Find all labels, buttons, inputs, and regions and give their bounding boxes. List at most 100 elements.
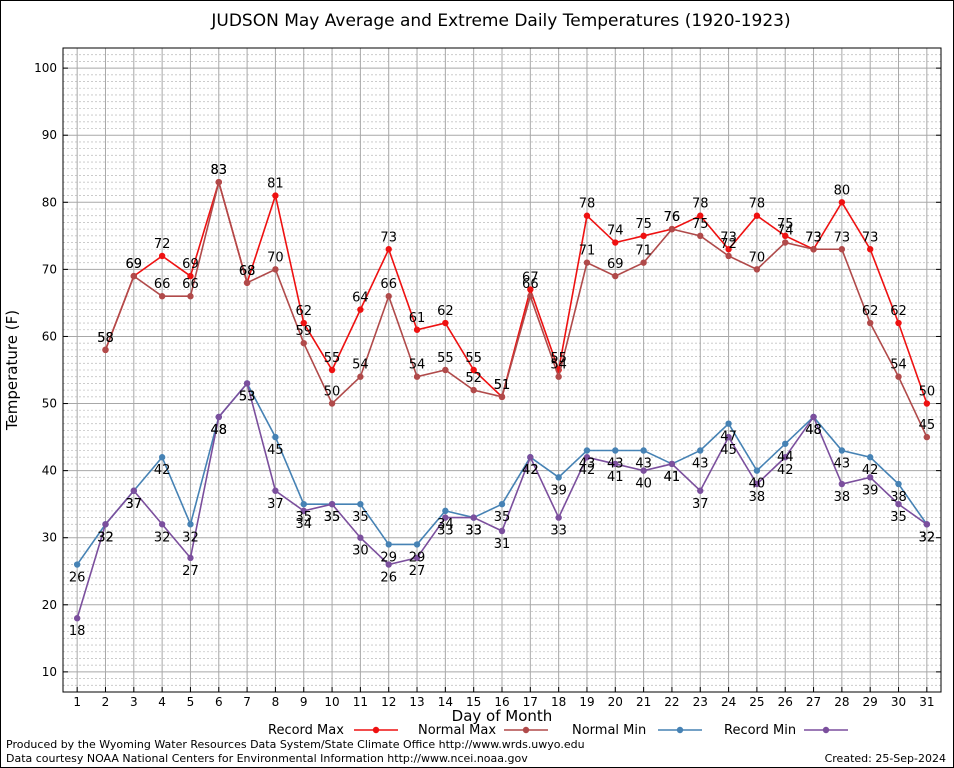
x-tick-label: 17 — [523, 695, 538, 709]
legend-marker-normal-max — [522, 726, 530, 734]
normal-max-point — [895, 373, 902, 380]
normal-max-point — [272, 266, 279, 273]
normal-max-point — [158, 293, 166, 300]
normal-min-data-label: 42 — [522, 463, 539, 478]
credit-ncei: Data courtesy NOAA National Centers for … — [6, 752, 528, 765]
normal-max-point — [300, 339, 307, 347]
record-max-data-label: 69 — [126, 257, 143, 272]
record-min-point — [725, 433, 732, 441]
normal-max-point — [187, 293, 194, 300]
record-max-point — [357, 306, 364, 313]
normal-min-point — [555, 474, 562, 481]
x-tick-label: 24 — [721, 695, 736, 709]
normal-max-data-label: 45 — [919, 418, 936, 433]
normal-max-data-label: 54 — [550, 358, 567, 373]
y-tick-label: 100 — [34, 61, 57, 75]
x-tick-label: 7 — [243, 695, 251, 709]
x-tick-label: 31 — [919, 695, 934, 709]
record-min-point — [215, 413, 222, 421]
record-min-data-label: 37 — [692, 497, 709, 512]
record-max-data-label: 62 — [890, 304, 907, 319]
record-min-data-label: 37 — [267, 497, 284, 512]
record-max-data-label: 75 — [635, 217, 652, 232]
record-max-data-label: 61 — [409, 311, 426, 326]
y-tick-label: 50 — [42, 397, 57, 411]
normal-min-data-label: 43 — [579, 457, 596, 472]
normal-max-data-label: 71 — [635, 244, 652, 259]
record-min-point — [810, 413, 817, 421]
y-tick-label: 10 — [42, 665, 57, 679]
y-tick-label: 40 — [42, 464, 57, 478]
record-max-point — [187, 272, 194, 280]
record-min-data-label: 27 — [409, 564, 426, 579]
record-min-point — [866, 474, 874, 481]
normal-max-point — [102, 346, 109, 354]
normal-max-data-label: 71 — [579, 244, 596, 259]
y-tick-label: 60 — [42, 329, 57, 343]
record-min-data-label: 41 — [664, 470, 681, 485]
normal-max-data-label: 55 — [437, 351, 454, 366]
record-max-point — [866, 246, 874, 253]
normal-min-point — [866, 454, 874, 461]
normal-max-point — [753, 266, 761, 273]
normal-max-point — [357, 373, 364, 380]
normal-max-point — [385, 293, 392, 300]
record-min-point — [357, 534, 364, 541]
y-tick-label: 30 — [42, 531, 57, 545]
normal-max-data-label: 54 — [352, 358, 369, 373]
normal-min-data-label: 35 — [494, 510, 511, 525]
y-tick-label: 20 — [42, 598, 57, 612]
record-max-data-label: 83 — [211, 163, 228, 178]
x-tick-label: 28 — [834, 695, 849, 709]
normal-max-data-label: 69 — [126, 257, 143, 272]
record-min-point — [328, 500, 336, 508]
normal-min-data-label: 32 — [919, 530, 936, 545]
normal-max-data-label: 76 — [664, 210, 681, 225]
record-min-point — [130, 487, 138, 494]
y-tick-label: 70 — [42, 262, 57, 276]
normal-max-data-label: 75 — [692, 217, 709, 232]
normal-min-data-label: 35 — [295, 510, 312, 525]
normal-min-point — [158, 454, 166, 461]
record-min-data-label: 45 — [720, 443, 737, 458]
record-min-point — [838, 480, 846, 488]
normal-max-data-label: 66 — [380, 277, 397, 292]
record-min-data-label: 34 — [295, 517, 312, 532]
normal-max-data-label: 73 — [805, 230, 822, 245]
normal-max-data-label: 59 — [295, 324, 312, 339]
normal-max-point — [215, 178, 222, 186]
normal-min-data-label: 45 — [267, 443, 284, 458]
record-min-point — [498, 527, 506, 535]
normal-min-data-label: 29 — [380, 550, 397, 565]
normal-min-data-label: 47 — [720, 430, 737, 445]
record-max-point — [158, 252, 166, 260]
legend-marker-record-max — [372, 726, 380, 734]
normal-min-data-label: 48 — [211, 423, 228, 438]
x-tick-label: 1 — [73, 695, 81, 709]
normal-max-point — [583, 259, 591, 266]
normal-min-point — [895, 480, 902, 488]
record-max-point — [583, 212, 591, 219]
normal-min-data-label: 29 — [409, 550, 426, 565]
record-max-point — [782, 232, 789, 240]
normal-max-data-label: 74 — [777, 224, 794, 239]
normal-max-data-label: 66 — [522, 277, 539, 292]
record-max-point — [272, 192, 279, 199]
record-max-point — [413, 326, 421, 333]
y-axis-label: Temperature (F) — [3, 310, 21, 431]
normal-min-point — [73, 561, 81, 568]
normal-max-point — [328, 400, 336, 407]
normal-min-point — [187, 521, 194, 528]
normal-min-point — [725, 420, 732, 427]
record-min-data-label: 31 — [494, 537, 511, 552]
record-min-point — [555, 514, 562, 521]
normal-max-line — [104, 179, 928, 438]
normal-min-data-label: 32 — [182, 530, 199, 545]
x-tick-label: 19 — [579, 695, 594, 709]
record-min-data-label: 42 — [777, 463, 794, 478]
normal-min-point — [640, 447, 647, 454]
x-tick-label: 20 — [608, 695, 623, 709]
x-tick-label: 22 — [664, 695, 679, 709]
record-min-point — [753, 480, 761, 488]
normal-min-data-label: 32 — [97, 530, 114, 545]
